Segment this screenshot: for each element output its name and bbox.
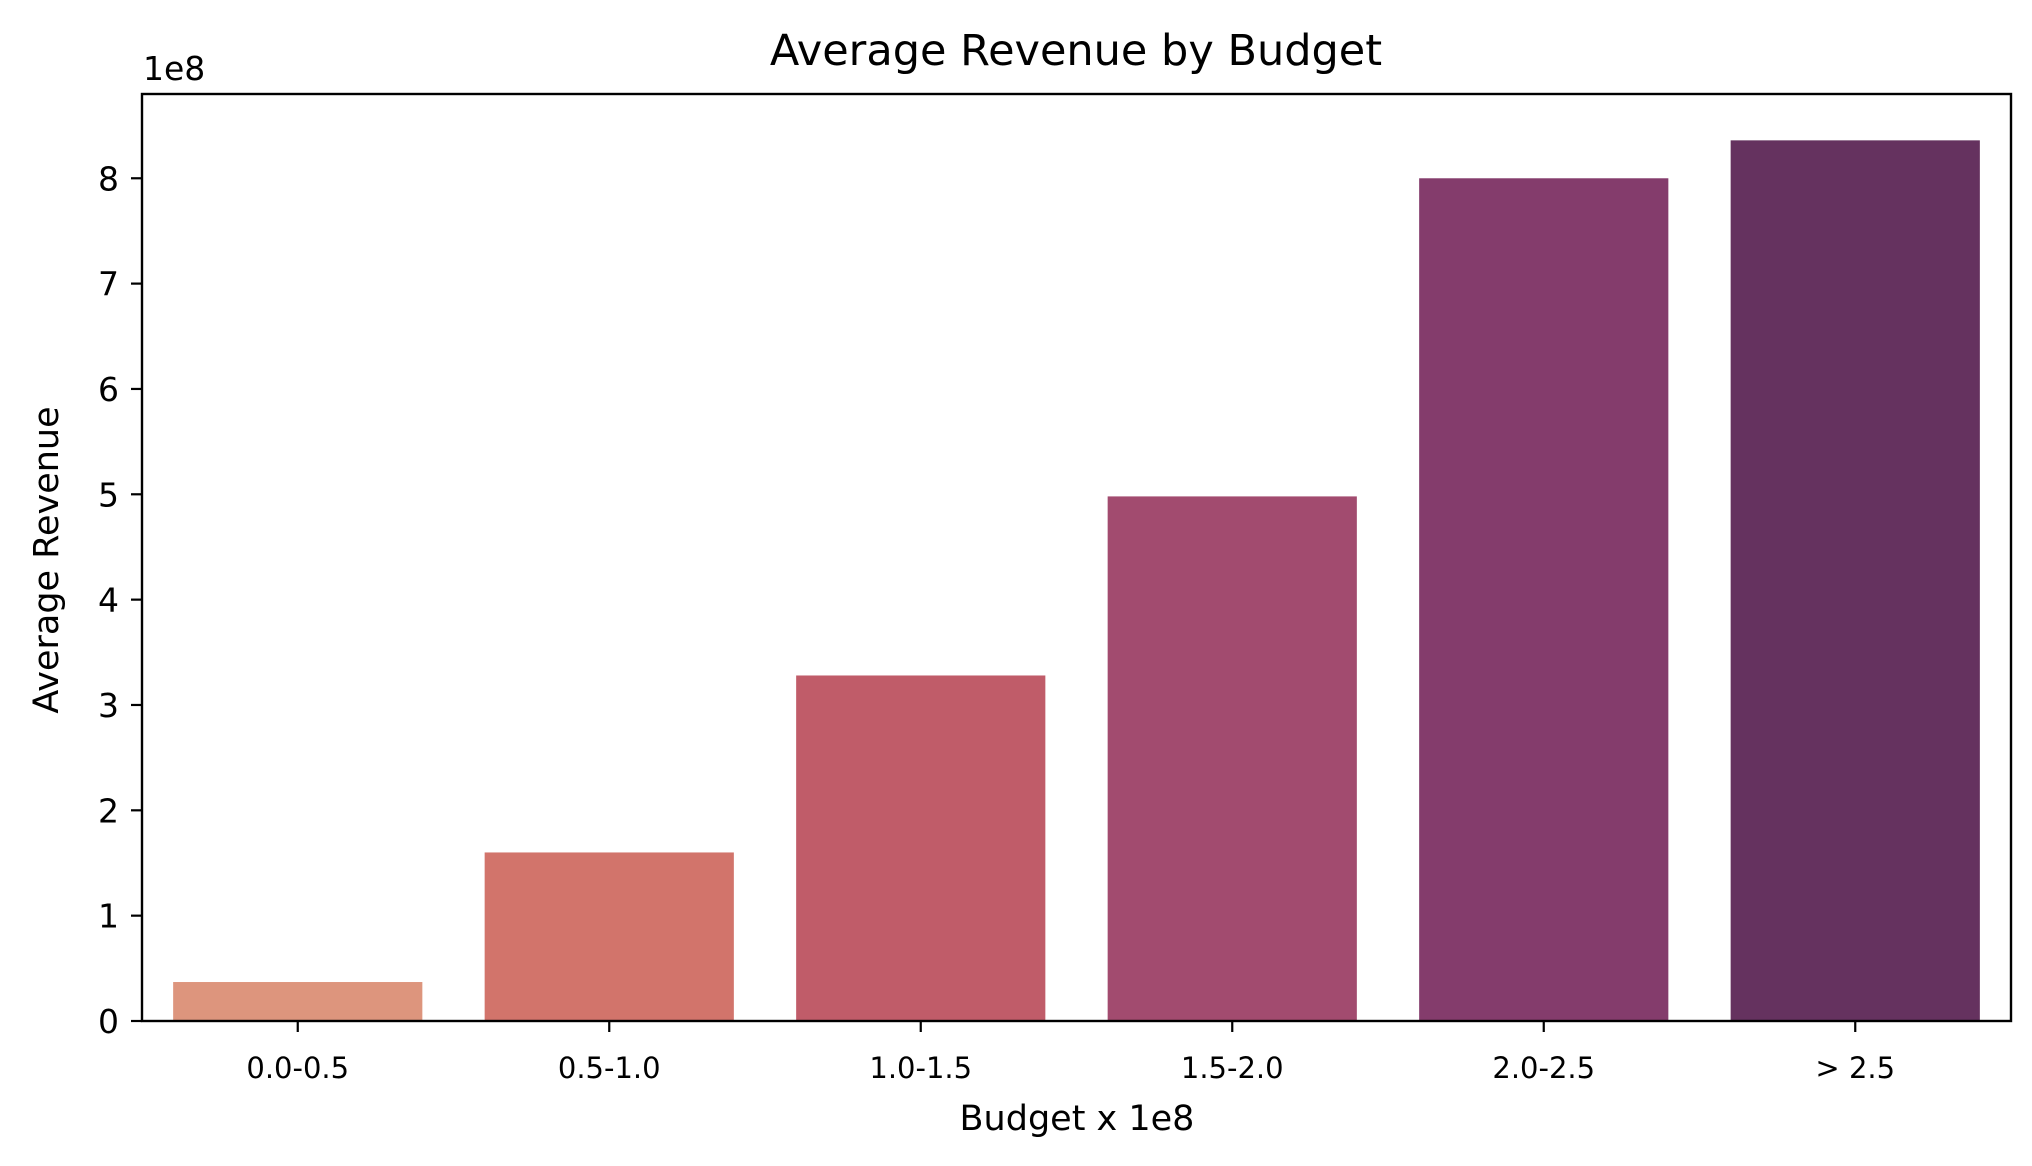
x-axis-label: Budget x 1e8 xyxy=(960,1099,1195,1139)
bar-3 xyxy=(796,675,1046,1021)
y-tick-label: 0 xyxy=(98,1002,119,1041)
y-tick-label: 1 xyxy=(98,897,119,936)
chart-title: Average Revenue by Budget xyxy=(770,26,1382,76)
y-tick-label: 6 xyxy=(98,370,119,409)
bar-1 xyxy=(173,982,423,1021)
y-offset-label: 1e8 xyxy=(143,49,205,88)
y-tick-label: 5 xyxy=(98,475,119,514)
bar-5 xyxy=(1419,178,1669,1022)
y-tick-label: 2 xyxy=(98,791,119,830)
y-tick-label: 3 xyxy=(98,686,119,725)
y-tick-label: 8 xyxy=(98,159,119,198)
x-tick-label: 2.0-2.5 xyxy=(1492,1051,1595,1085)
y-axis: 0 1 2 3 4 5 6 7 8 xyxy=(98,159,142,1041)
x-axis: 0.0-0.5 0.5-1.0 1.0-1.5 1.5-2.0 2.0-2.5 > 2.5 xyxy=(246,1021,1895,1085)
bar-4 xyxy=(1107,496,1357,1021)
y-tick-label: 4 xyxy=(98,581,119,620)
x-tick-label: 0.0-0.5 xyxy=(246,1051,349,1085)
x-tick-label: 1.5-2.0 xyxy=(1181,1051,1284,1085)
bars-group xyxy=(173,140,1980,1022)
x-tick-label: 1.0-1.5 xyxy=(869,1051,972,1085)
bar-2 xyxy=(484,852,734,1021)
y-axis-label: Average Revenue xyxy=(27,406,67,713)
y-tick-label: 7 xyxy=(98,265,119,304)
plot-frame xyxy=(140,92,2013,1023)
x-tick-label: > 2.5 xyxy=(1815,1051,1895,1085)
bar-6 xyxy=(1730,140,1980,1022)
x-tick-label: 0.5-1.0 xyxy=(558,1051,661,1085)
